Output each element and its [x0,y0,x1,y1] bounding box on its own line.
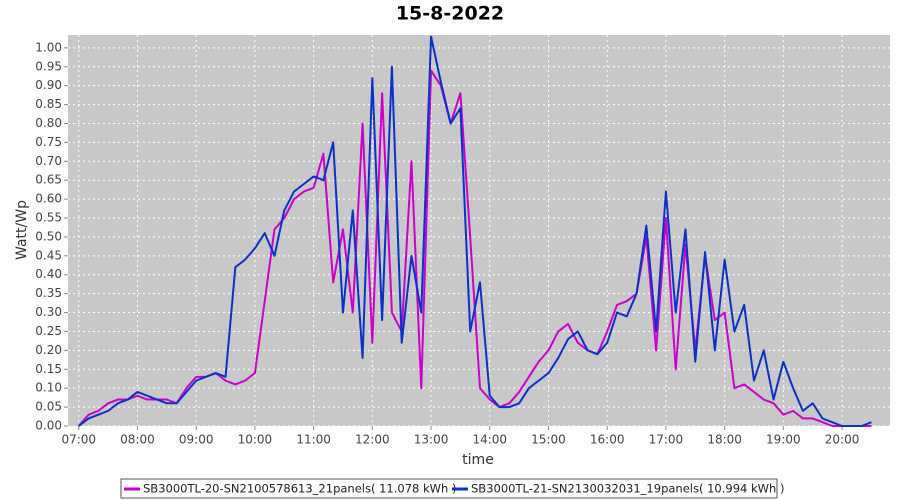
x-tick-label: 08:00 [120,433,155,447]
y-tick-label: 0.55 [35,211,62,225]
legend [120,478,778,499]
y-tick-label: 0.20 [35,343,62,357]
x-tick-label: 07:00 [61,433,96,447]
x-tick-label: 09:00 [179,433,214,447]
x-tick-label: 20:00 [825,433,860,447]
y-tick-label: 0.70 [35,154,62,168]
x-tick-label: 10:00 [238,433,273,447]
x-tick-label: 18:00 [707,433,742,447]
y-tick-label: 0.65 [35,173,62,187]
y-tick-label: 0.75 [35,135,62,149]
y-tick-label: 0.50 [35,229,62,243]
y-tick-label: 0.05 [35,400,62,414]
x-tick-label: 15:00 [531,433,566,447]
y-tick-label: 0.85 [35,97,62,111]
y-tick-label: 0.15 [35,362,62,376]
y-tick-label: 0.30 [35,305,62,319]
y-tick-label: 0.95 [35,59,62,73]
y-tick-label: 0.35 [35,286,62,300]
chart-title: 15-8-2022 [396,3,504,25]
x-tick-label: 14:00 [472,433,507,447]
y-tick-label: 0.40 [35,267,62,281]
y-tick-label: 0.45 [35,248,62,262]
y-tick-label: 0.80 [35,116,62,130]
y-tick-label: 0.25 [35,324,62,338]
x-tick-label: 11:00 [296,433,331,447]
x-tick-label: 19:00 [766,433,801,447]
y-tick-label: 0.60 [35,192,62,206]
y-tick-label: 0.90 [35,78,62,92]
y-tick-label: 0.10 [35,381,62,395]
y-tick-label: 0.00 [35,419,62,433]
series-line [78,35,872,427]
x-tick-label: 17:00 [649,433,684,447]
legend-label: SB3000TL-20-SN2100578613_21panels( 11.07… [143,482,456,496]
x-tick-label: 12:00 [355,433,390,447]
x-tick-label: 16:00 [590,433,625,447]
x-axis-label: time [462,452,494,468]
legend-label: SB3000TL-21-SN2130032031_19panels( 10.99… [471,482,784,496]
x-tick-label: 13:00 [414,433,449,447]
y-axis-label: Watt/Wp [14,200,30,260]
y-tick-label: 1.00 [35,40,62,54]
